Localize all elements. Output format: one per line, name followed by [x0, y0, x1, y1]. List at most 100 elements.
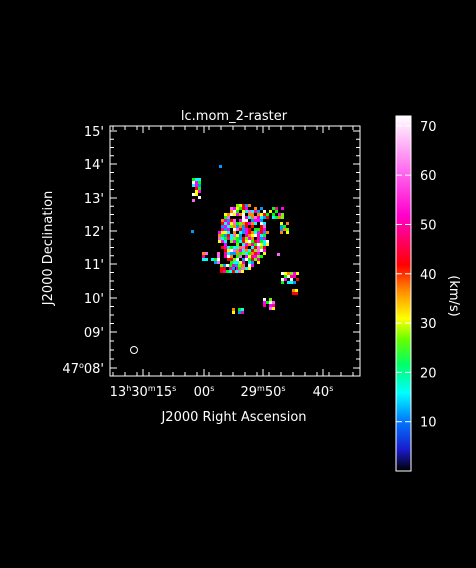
map-pixel: [224, 231, 227, 234]
ra-unit: s: [172, 384, 176, 393]
map-pixel: [233, 210, 236, 213]
map-pixel: [245, 243, 248, 246]
map-pixel: [236, 207, 239, 210]
map-pixel: [260, 249, 263, 252]
map-pixel: [233, 240, 236, 243]
map-pixel: [236, 225, 239, 228]
map-pixel: [230, 246, 233, 249]
map-pixel: [230, 258, 233, 261]
map-pixel: [251, 240, 254, 243]
map-pixel: [239, 252, 242, 255]
map-pixel: [195, 190, 198, 193]
plot-frame: [109, 125, 361, 377]
map-pixel: [263, 298, 266, 301]
map-pixel: [263, 225, 266, 228]
map-pixel: [236, 237, 239, 240]
map-pixel: [227, 234, 230, 237]
map-pixel: [224, 243, 227, 246]
map-pixel: [235, 264, 238, 267]
colorbar: [395, 115, 412, 472]
map-pixel: [224, 216, 227, 219]
map-pixel: [245, 249, 248, 252]
velocity-dispersion-pixels: [191, 165, 299, 314]
map-pixel: [260, 225, 263, 228]
map-pixel: [227, 231, 230, 234]
ra-value: 15: [156, 385, 173, 400]
map-pixel: [239, 222, 242, 225]
map-pixel: [278, 216, 281, 219]
map-pixel: [242, 225, 245, 228]
map-pixel: [257, 234, 260, 237]
map-pixel: [251, 264, 254, 267]
map-pixel: [242, 246, 245, 249]
map-pixel: [284, 272, 287, 275]
y-tick-label: 13': [84, 192, 104, 207]
dec-degrees: 47: [62, 362, 79, 377]
map-pixel: [230, 207, 233, 210]
map-pixel: [195, 193, 198, 196]
map-pixel: [224, 240, 227, 243]
map-pixel: [248, 237, 251, 240]
map-pixel: [221, 234, 224, 237]
map-pixel: [233, 258, 236, 261]
map-pixel: [242, 228, 245, 231]
map-pixel: [245, 246, 248, 249]
map-pixel: [257, 243, 260, 246]
map-pixel: [254, 246, 257, 249]
map-pixel: [229, 267, 232, 270]
map-pixel: [248, 243, 251, 246]
map-pixel: [254, 240, 257, 243]
map-pixel: [217, 255, 220, 258]
map-pixel: [233, 219, 236, 222]
map-pixel: [248, 255, 251, 258]
map-pixel: [254, 216, 257, 219]
map-pixel: [254, 228, 257, 231]
ra-value: 00: [194, 385, 211, 400]
map-pixel: [293, 272, 296, 275]
map-pixel: [198, 184, 201, 187]
map-pixel: [236, 267, 239, 270]
map-pixel: [260, 243, 263, 246]
map-pixel: [232, 264, 235, 267]
map-pixel: [224, 252, 227, 255]
map-pixel: [290, 272, 293, 275]
beam-ellipse: [130, 346, 138, 354]
map-pixel: [236, 210, 239, 213]
map-pixel: [239, 240, 242, 243]
x-tick-label: 13h30m15s: [110, 384, 177, 400]
map-pixel: [269, 301, 272, 304]
map-pixel: [239, 228, 242, 231]
chart-title: lc.mom_2-raster: [181, 109, 288, 124]
ra-unit: m: [257, 384, 265, 393]
ra-value: 29: [240, 385, 257, 400]
map-pixel: [248, 210, 251, 213]
map-pixel: [232, 308, 235, 311]
map-pixel: [236, 261, 239, 264]
map-pixel: [263, 234, 266, 237]
map-pixel: [257, 231, 260, 234]
map-pixel: [241, 267, 244, 270]
map-pixel: [242, 240, 245, 243]
map-pixel: [198, 181, 201, 184]
map-pixel: [233, 246, 236, 249]
map-pixel: [202, 252, 205, 255]
map-pixel: [221, 240, 224, 243]
map-pixel: [242, 243, 245, 246]
map-pixel: [230, 237, 233, 240]
map-pixel: [217, 261, 220, 264]
map-pixel: [260, 234, 263, 237]
map-pixel: [224, 213, 227, 216]
colorbar-tick-label: 40: [420, 268, 437, 283]
map-pixel: [192, 181, 195, 184]
map-pixel: [245, 234, 248, 237]
map-pixel: [263, 304, 266, 307]
map-pixel: [257, 216, 260, 219]
map-pixel: [230, 225, 233, 228]
map-pixel: [275, 207, 278, 210]
map-pixel: [257, 255, 260, 258]
map-pixel: [248, 222, 251, 225]
map-pixel: [245, 255, 248, 258]
map-pixel: [245, 231, 248, 234]
map-pixel: [242, 216, 245, 219]
